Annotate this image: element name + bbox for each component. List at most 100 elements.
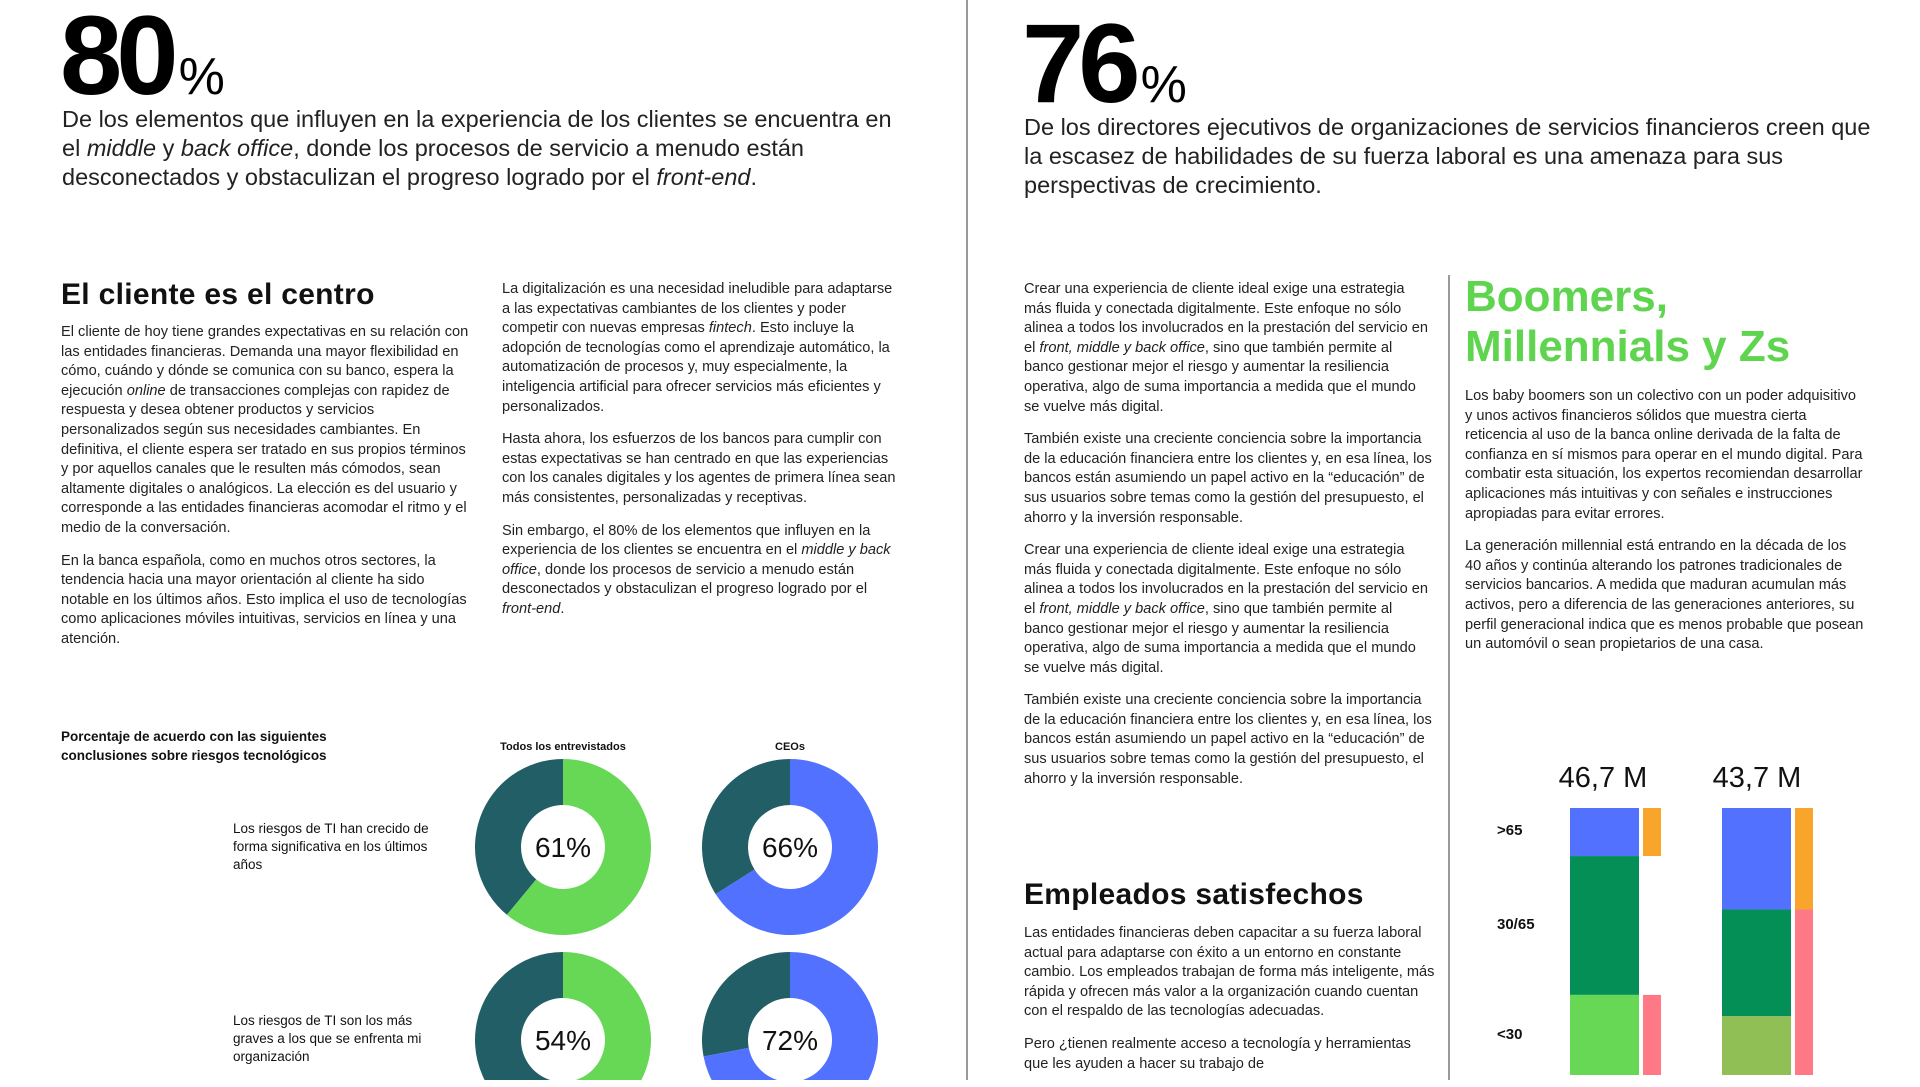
text-run: Crear una experiencia de cliente ideal e… — [1024, 281, 1429, 356]
italic-text: middle y back office — [502, 542, 891, 578]
bar-segment — [1570, 808, 1639, 857]
donut-charts: 61% 66% 54% 72% — [474, 759, 878, 1080]
donut-remainder-slice — [702, 952, 790, 1057]
donut-value-label: 66% — [762, 832, 818, 863]
italic-text: front-end — [502, 600, 561, 617]
text-run: La digitalización es una necesidad inelu… — [502, 281, 893, 337]
donut-value-slice — [506, 759, 651, 935]
italic-text: online — [126, 382, 166, 399]
side-bar-segment — [1795, 808, 1813, 910]
text-run: Pero ¿tienen realmente acceso a tecnolog… — [1024, 1035, 1411, 1072]
text-run: . — [560, 600, 565, 617]
donut-column-header: CEOs — [775, 741, 805, 753]
section2-body: Las entidades financieras deben capacita… — [1024, 924, 1436, 1087]
donut-column-header: Todos los entrevistados — [500, 741, 626, 753]
italic-text: front, middle y back office — [1039, 339, 1205, 356]
bar-total-label: 46,7 M — [1558, 762, 1648, 794]
paragraph: El cliente de hoy tiene grandes expectat… — [61, 323, 473, 539]
section2-intro-column: Crear una experiencia de cliente ideal e… — [1024, 280, 1434, 802]
paragraph: También existe una creciente conciencia … — [1024, 430, 1434, 528]
section1-column2: La digitalización es una necesidad inelu… — [502, 280, 902, 633]
side-bar-segment — [1795, 909, 1813, 1075]
generation-bar-chart — [1570, 808, 1813, 1075]
donut-value-label: 54% — [535, 1025, 591, 1056]
text-run: de transacciones complejas con rapidez d… — [61, 382, 467, 536]
italic-text: back office — [180, 135, 294, 161]
side-bar-segment — [1643, 808, 1661, 857]
text-run: , donde los procesos de servicio a menud… — [62, 135, 804, 190]
bar-total-label: 43,7 M — [1712, 762, 1802, 794]
text-run: , donde los procesos de servicio a menud… — [502, 561, 868, 598]
title-line: Millennials y Zs — [1465, 322, 1791, 371]
stat-80-description: De los elementos que influyen en la expe… — [62, 105, 912, 192]
paragraph: Los baby boomers son un colectivo con un… — [1465, 387, 1865, 524]
donut-value-label: 72% — [762, 1025, 818, 1056]
stat-unit: % — [1140, 56, 1187, 114]
text-run: El cliente de hoy tiene grandes expectat… — [61, 324, 469, 399]
donut-row-label: Los riesgos de TI han crecido de forma s… — [233, 821, 429, 872]
italic-text: middle — [86, 135, 157, 161]
italic-text: front, middle y back office — [1039, 600, 1205, 617]
text-run: . — [750, 164, 757, 190]
bar-segment — [1722, 909, 1791, 1017]
text-run: , sino que también permite al banco gest… — [1024, 600, 1416, 676]
paragraph: En la banca española, como en muchos otr… — [61, 552, 473, 650]
bar-segment — [1570, 856, 1639, 995]
text-run: , sino que también permite al banco gest… — [1024, 339, 1416, 415]
section-title-cliente: El cliente es el centro — [61, 278, 375, 311]
paragraph: Crear una experiencia de cliente ideal e… — [1024, 280, 1434, 417]
paragraph: También existe una creciente conciencia … — [1024, 691, 1434, 789]
text-run: También existe una creciente conciencia … — [1024, 692, 1432, 787]
age-label: 30/65 — [1497, 916, 1535, 933]
stat-76-description: De los directores ejecutivos de organiza… — [1024, 113, 1884, 200]
donut-remainder-slice — [702, 759, 790, 895]
text-run: En la banca española, como en muchos otr… — [61, 552, 467, 647]
section3-body: Los baby boomers son un colectivo con un… — [1465, 387, 1865, 668]
page-divider — [966, 0, 968, 1080]
paragraph: La generación millennial está entrando e… — [1465, 537, 1865, 655]
paragraph: La digitalización es una necesidad inelu… — [502, 280, 902, 417]
bar-segment — [1570, 994, 1639, 1075]
text-run: Las entidades financieras deben capacita… — [1024, 925, 1435, 1020]
stat-number: 76 — [1022, 1, 1141, 126]
text-run: La generación millennial está entrando e… — [1465, 538, 1864, 653]
section-title-generaciones: Boomers, Millennials y Zs — [1465, 272, 1790, 372]
donut-chart-title: Porcentaje de acuerdo con las siguientes… — [61, 729, 327, 763]
column-divider — [1448, 275, 1450, 1080]
donut-row-label: Los riesgos de TI son los más graves a l… — [233, 1013, 422, 1064]
text-run: Sin embargo, el 80% de los elementos que… — [502, 522, 871, 559]
text-run: . Esto incluye la adopción de tecnología… — [502, 320, 890, 415]
donut-value-slice — [715, 759, 878, 935]
italic-text: fintech — [708, 320, 752, 337]
stat-76: 76% — [1022, 8, 1187, 120]
paragraph: Las entidades financieras deben capacita… — [1024, 924, 1436, 1022]
donut-value-slice — [703, 952, 878, 1080]
bar-segment — [1722, 1016, 1791, 1075]
paragraph: Crear una experiencia de cliente ideal e… — [1024, 541, 1434, 678]
donut-value-slice — [563, 952, 651, 1080]
title-line: Boomers, — [1465, 272, 1668, 321]
stat-number: 80 — [60, 0, 179, 118]
paragraph: Sin embargo, el 80% de los elementos que… — [502, 522, 902, 620]
age-label: >65 — [1497, 822, 1523, 839]
text-run: También existe una creciente conciencia … — [1024, 431, 1432, 526]
bar-segment — [1722, 808, 1791, 910]
stat-unit: % — [178, 48, 225, 106]
stat-80: 80% — [60, 0, 225, 112]
text-run: Crear una experiencia de cliente ideal e… — [1024, 542, 1429, 617]
side-bar-segment — [1643, 994, 1661, 1075]
donut-value-label: 61% — [535, 832, 591, 863]
text-run: y — [156, 135, 181, 161]
section1-column1: El cliente de hoy tiene grandes expectat… — [61, 323, 473, 663]
text-run: Hasta ahora, los esfuerzos de los bancos… — [502, 431, 896, 506]
text-run: Los baby boomers son un colectivo con un… — [1465, 388, 1863, 522]
text-run: De los directores ejecutivos de organiza… — [1024, 114, 1871, 198]
paragraph: Pero ¿tienen realmente acceso a tecnolog… — [1024, 1035, 1436, 1074]
text-run: De los elementos que influyen en la expe… — [62, 106, 892, 161]
italic-text: front-end — [656, 164, 751, 190]
paragraph: Hasta ahora, los esfuerzos de los bancos… — [502, 430, 902, 508]
donut-remainder-slice — [474, 952, 563, 1080]
age-label: <30 — [1497, 1026, 1523, 1043]
section-title-empleados: Empleados satisfechos — [1024, 878, 1364, 911]
donut-remainder-slice — [475, 759, 563, 915]
